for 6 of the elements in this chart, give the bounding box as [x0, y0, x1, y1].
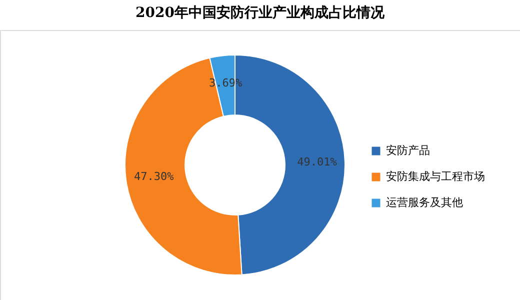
legend-label: 运营服务及其他	[386, 196, 463, 209]
data-label: 47.30%	[134, 170, 174, 184]
legend-label: 安防集成与工程市场	[386, 170, 485, 183]
data-label: 49.01%	[297, 155, 338, 168]
chart-title: 2020年中国安防行业产业构成占比情况	[136, 4, 386, 21]
legend-label: 安防产品	[386, 144, 430, 157]
